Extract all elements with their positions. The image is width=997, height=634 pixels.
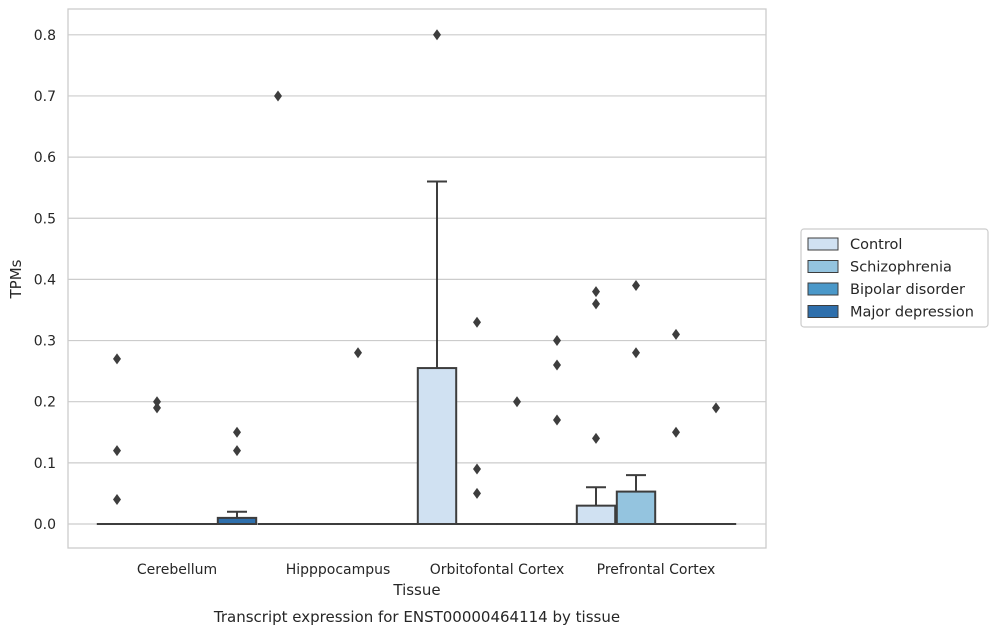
outlier-point — [672, 328, 680, 340]
x-tick-labels: Cerebellum Hipppocampus Orbitofontal Corte… — [137, 562, 715, 578]
box-1-3 — [615, 474, 657, 526]
y-tick-label: 0.2 — [34, 395, 56, 411]
outlier-points — [113, 29, 720, 506]
legend-label: Schizophrenia — [850, 260, 952, 276]
legend-swatch — [807, 237, 839, 251]
outlier-point — [233, 445, 241, 457]
box-body — [615, 490, 657, 526]
outlier-point — [153, 396, 161, 408]
y-tick-label: 0.5 — [34, 211, 56, 227]
outlier-point — [632, 347, 640, 359]
box-0-2 — [416, 180, 458, 525]
outlier-point — [113, 445, 121, 457]
outlier-point — [553, 414, 561, 426]
y-tick-label: 0.3 — [34, 334, 56, 350]
x-tick-label: Prefrontal Cortex — [597, 562, 716, 578]
box-0-3 — [575, 486, 617, 525]
grid-lines — [68, 34, 766, 525]
x-axis-label: Tissue — [392, 581, 440, 599]
outlier-point — [433, 29, 441, 41]
outlier-point — [592, 286, 600, 298]
outlier-point — [473, 487, 481, 499]
outlier-point — [113, 353, 121, 365]
outlier-point — [672, 426, 680, 438]
y-tick-label: 0.7 — [34, 89, 56, 105]
y-axis-label: TPMs — [7, 259, 25, 299]
box-plots — [96, 180, 737, 526]
legend-swatch — [807, 282, 839, 296]
outlier-point — [274, 90, 282, 102]
x-tick-label: Hipppocampus — [286, 562, 391, 578]
y-tick-label: 0.8 — [34, 28, 56, 44]
legend-label: Control — [850, 237, 902, 253]
legend-swatch — [807, 305, 839, 318]
legend-swatch — [807, 260, 839, 273]
outlier-point — [632, 280, 640, 292]
y-tick-label: 0.6 — [34, 150, 56, 166]
y-tick-label: 0.1 — [34, 456, 56, 472]
outlier-point — [712, 402, 720, 414]
outlier-point — [233, 426, 241, 438]
outlier-point — [473, 463, 481, 475]
outlier-point — [592, 298, 600, 310]
outlier-point — [113, 494, 121, 506]
x-tick-label: Orbitofontal Cortex — [430, 562, 565, 578]
legend-label: Major depression — [850, 305, 974, 321]
legend-label: Bipolar disorder — [850, 282, 965, 298]
outlier-point — [553, 359, 561, 371]
chart-caption: Transcript expression for ENST0000046411… — [213, 608, 620, 626]
y-tick-labels: 0.0 0.1 0.2 0.3 0.4 0.5 0.6 0.7 0.8 — [34, 28, 56, 533]
outlier-point — [473, 316, 481, 328]
outlier-point — [153, 402, 161, 414]
outlier-point — [592, 432, 600, 444]
box-3-0 — [216, 510, 258, 526]
legend-frame — [800, 228, 989, 328]
box-body — [575, 504, 617, 525]
y-tick-label: 0.4 — [34, 272, 56, 288]
legend: Control Schizophrenia Bipolar disorder Majo… — [800, 228, 989, 328]
y-tick-label: 0.0 — [34, 517, 56, 533]
outlier-point — [553, 335, 561, 347]
box-body — [416, 367, 458, 525]
outlier-point — [354, 347, 362, 359]
x-tick-label: Cerebellum — [137, 562, 217, 578]
plot-frame — [67, 8, 767, 549]
outlier-point — [513, 396, 521, 408]
